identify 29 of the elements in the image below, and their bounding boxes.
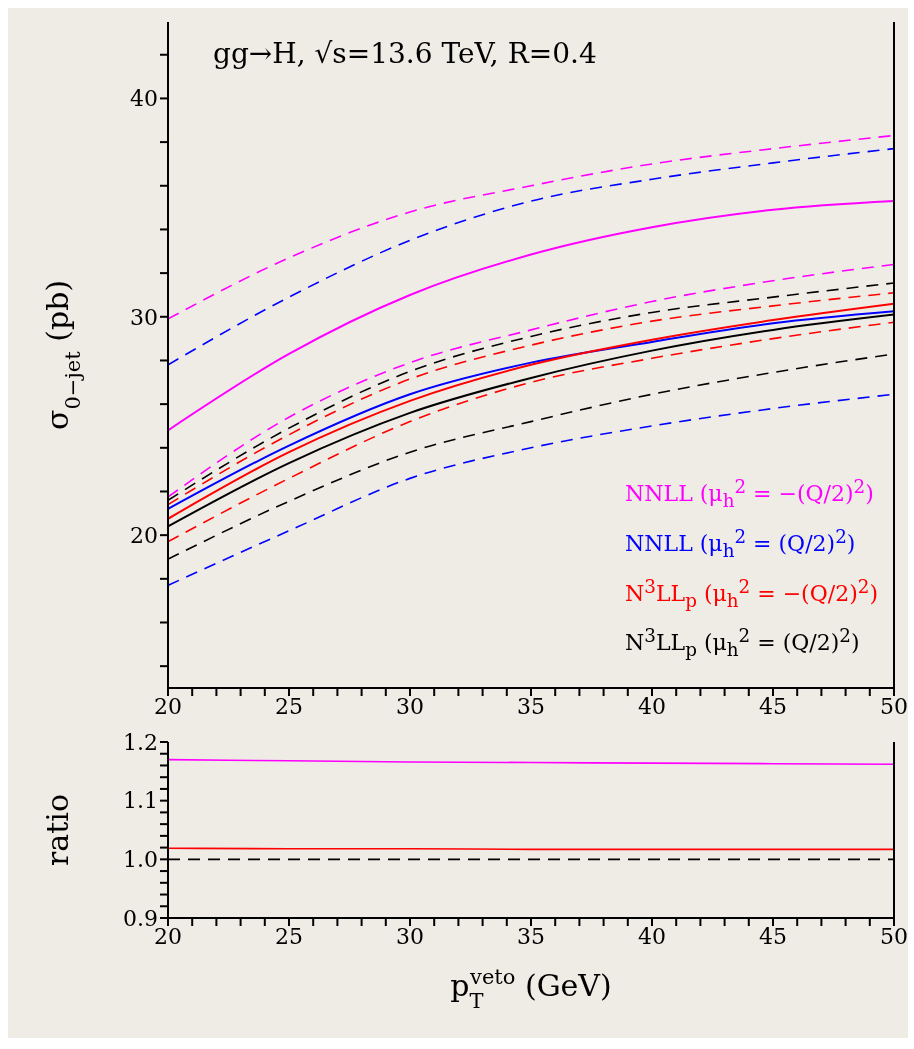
x-tick-label: 30 (396, 693, 424, 719)
x-tick-label: 20 (154, 693, 182, 719)
x-tick-label: 20 (154, 923, 182, 949)
x-tick-label: 35 (517, 923, 545, 949)
x-tick-label: 30 (396, 923, 424, 949)
y-tick-label: 1.1 (123, 788, 158, 814)
y-tick-label: 1.2 (123, 729, 158, 755)
x-tick-label: 45 (759, 923, 787, 949)
y-tick-label: 1.0 (123, 847, 158, 873)
text: N$^{3}$LL$_{p}$ (μ$_{h}$$^{2}$ = (Q/2)$^{2}$) (625, 625, 860, 660)
y-tick-label: 20 (130, 522, 158, 548)
text: gg→H, √s=13.6 TeV, R=0.4 (213, 37, 597, 70)
line-series (168, 200, 894, 432)
x-tick-label: 50 (880, 923, 908, 949)
x-tick-label: 40 (638, 923, 666, 949)
text: NNLL (μ$_{h}$$^{2}$ = (Q/2)$^{2}$) (625, 524, 857, 563)
x-tick-label: 35 (517, 693, 545, 719)
x-tick-label: 45 (759, 693, 787, 719)
y-tick-label: 40 (130, 86, 158, 112)
x-tick-label: 25 (275, 923, 303, 949)
y-axis-title: ratio (40, 794, 75, 866)
y-tick-label: 30 (130, 304, 158, 330)
x-tick-label: 40 (638, 693, 666, 719)
x-axis-title: p$_{T}$$^{veto}$ (GeV) (450, 965, 612, 1013)
x-tick-label: 25 (275, 693, 303, 719)
text: NNLL (μ$_{h}$$^{2}$ = −(Q/2)$^{2}$) (625, 475, 875, 513)
x-tick-label: 50 (880, 693, 908, 719)
line-series (168, 147, 894, 366)
text: N$^{3}$LL$_{p}$ (μ$_{h}$$^{2}$ = −(Q/2)$^{2}$) (625, 575, 878, 611)
